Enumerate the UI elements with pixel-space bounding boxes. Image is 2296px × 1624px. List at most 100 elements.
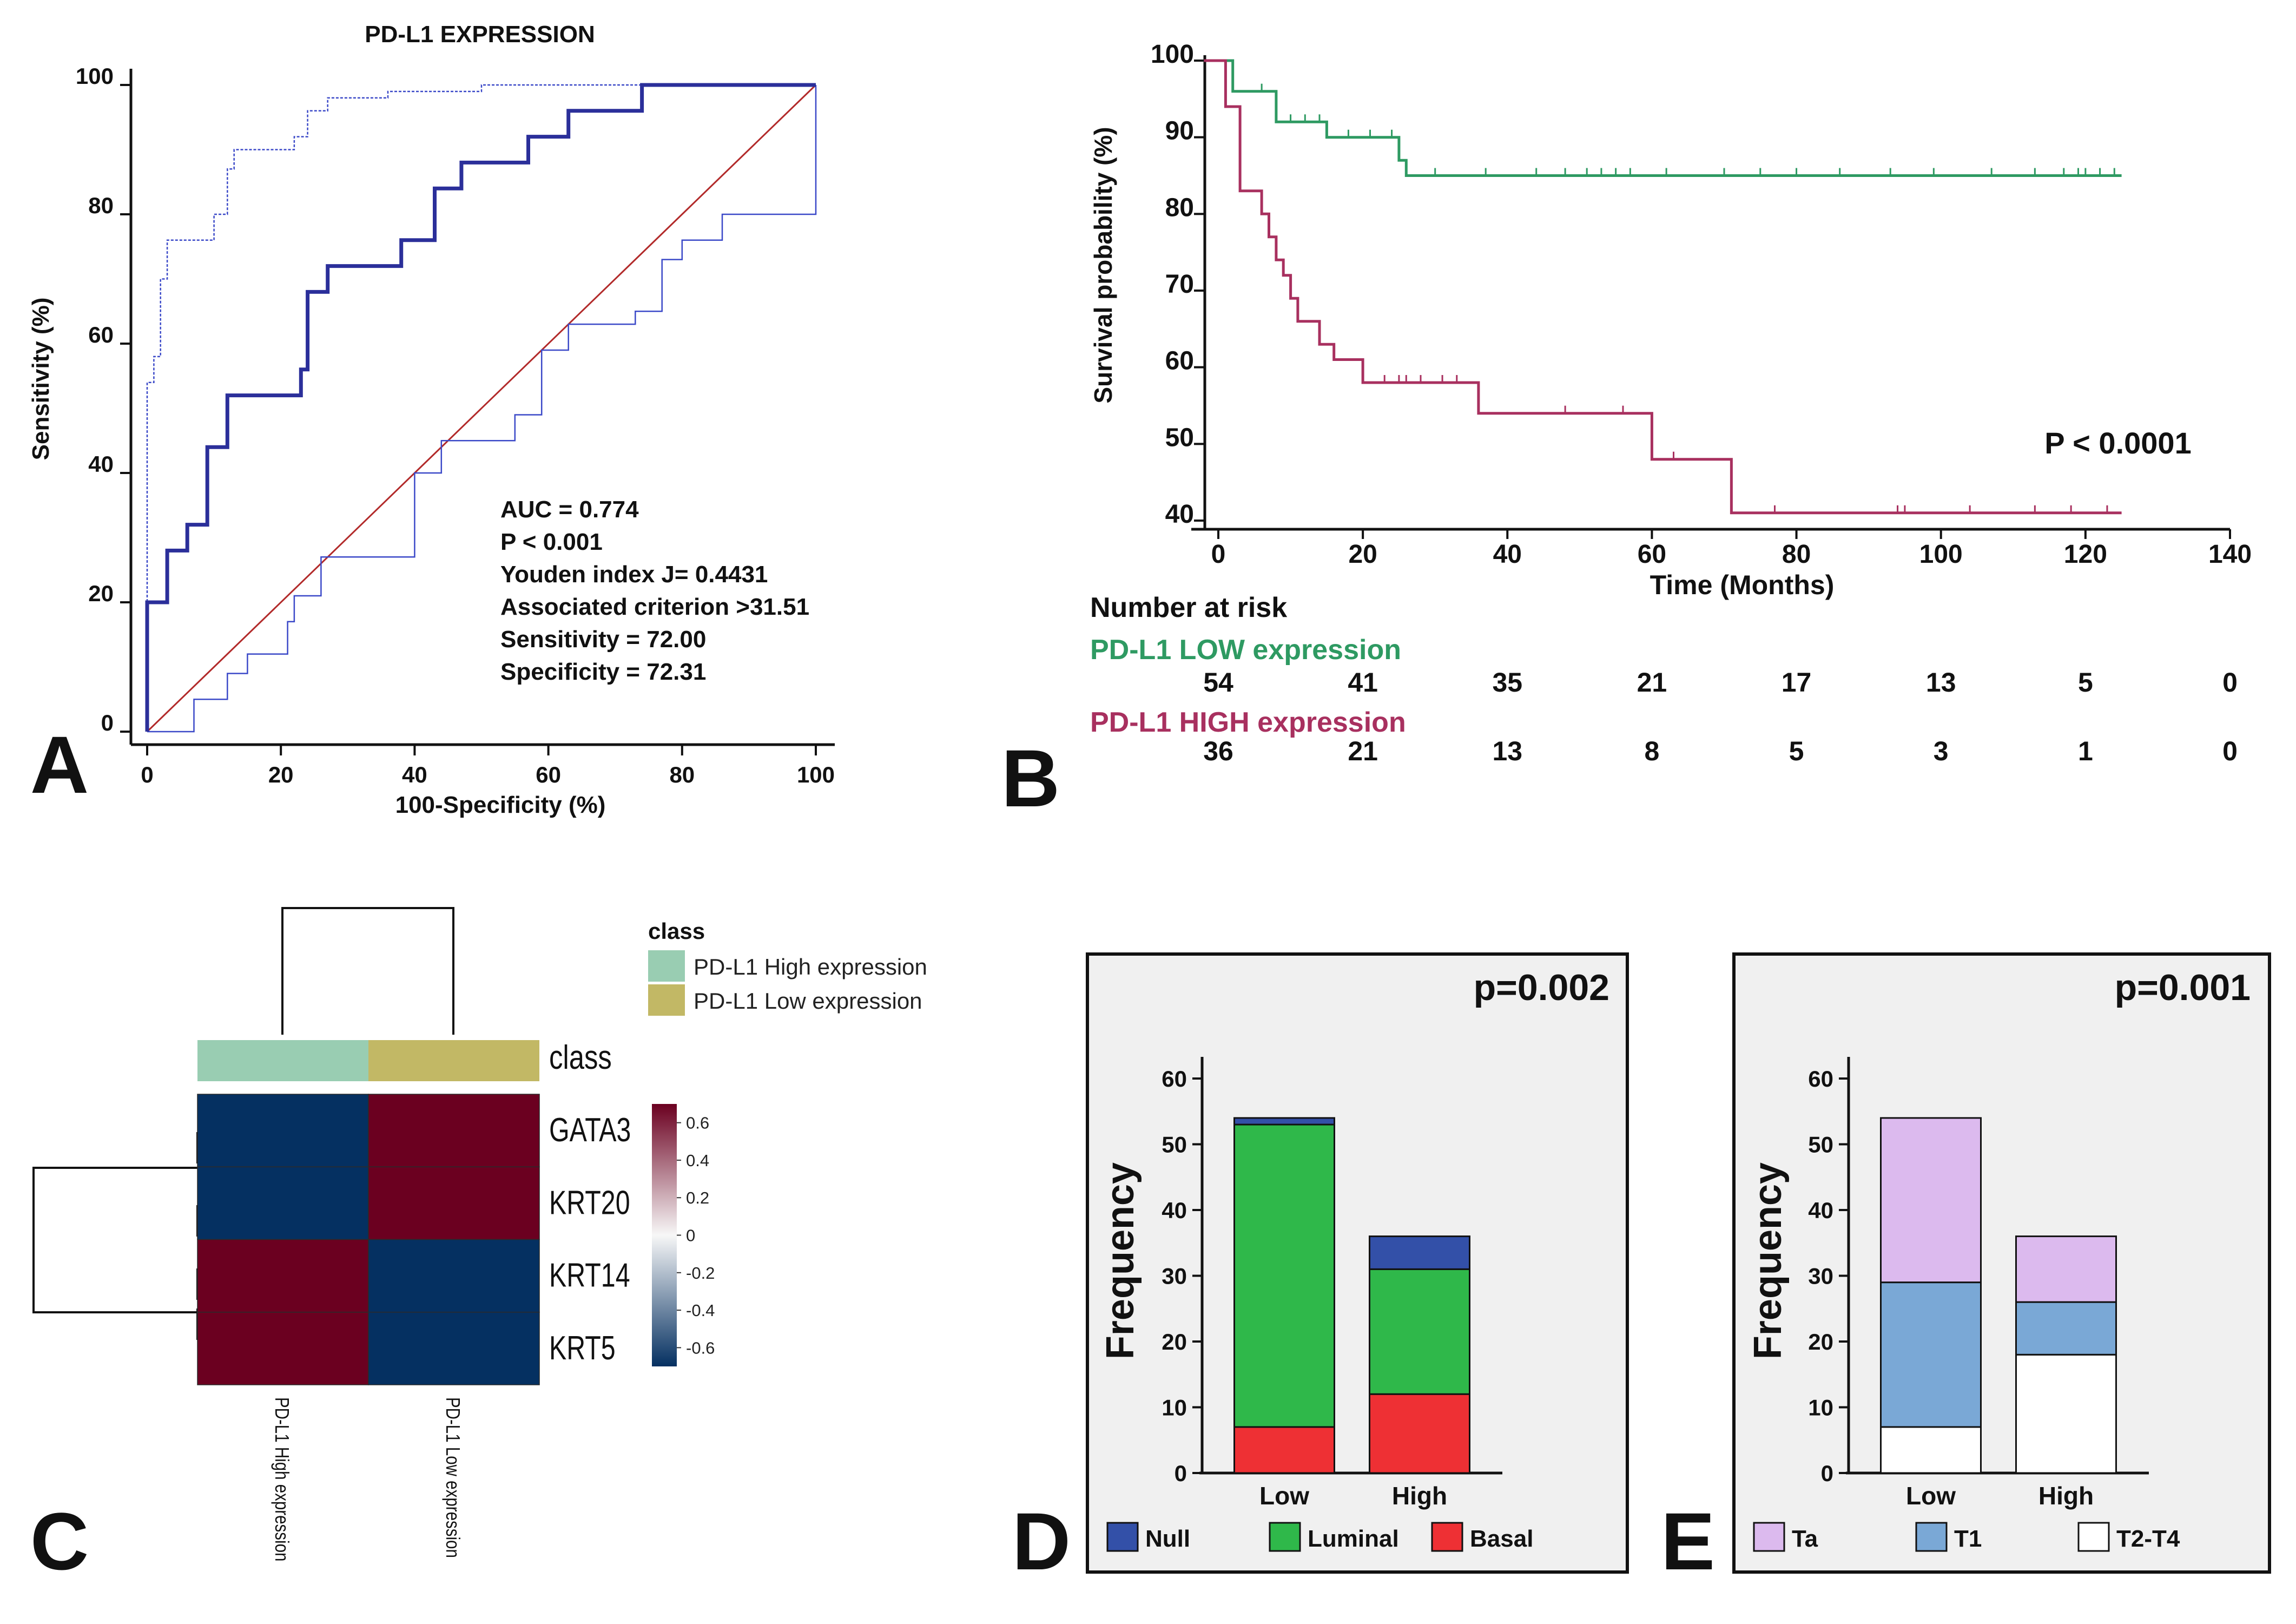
panel-e-legend-swatch [1753,1522,1785,1552]
panel-e-y-tick-label: 50 [1808,1132,1833,1158]
panel-d-legend-swatch [1431,1522,1463,1552]
risk-table-count: 21 [1348,736,1378,766]
panel-b-x-tick-label: 140 [2208,540,2252,569]
heatmap-legend-title: class [648,918,705,944]
panel-a-statistic-line: Youden index J= 0.4431 [500,561,768,588]
heatmap-class-annotation-label: class [549,1039,612,1076]
panel-d-legend-swatch [1106,1522,1139,1552]
panel-b-x-tick-label: 100 [1919,540,1963,569]
panel-b-x-axis-label: Time (Months) [1650,570,1835,600]
panel-b-label: B [1001,733,1060,824]
panel-b-y-tick-label: 70 [1165,270,1194,299]
risk-table-count: 5 [2078,667,2093,698]
colorbar-tick-label: -0.2 [686,1264,715,1283]
roc-upper-ci [146,84,816,732]
panel-a-y-tick-label: 20 [88,581,114,606]
panel-d-y-tick-label: 60 [1162,1066,1187,1092]
km-curve-high [1204,59,2122,515]
risk-table-count: 1 [2078,736,2093,766]
panel-d-legend-label: Basal [1470,1526,1533,1552]
panel-a-y-tick-label: 40 [88,451,114,477]
panel-e-stacked-bar: E p=0.001 Frequency 0 10 20 30 40 50 60 Low High… [1661,952,2271,1587]
panel-b-x-tick-label: 40 [1493,540,1522,569]
column-dendrogram [281,907,454,1035]
panel-a-y-tick-label: 100 [76,63,114,89]
risk-table-title: Number at risk [1090,592,1287,623]
panel-a-statistic-line: Sensitivity = 72.00 [500,626,706,653]
panel-a-y-axis-label: Sensitivity (%) [28,298,54,461]
panel-d-y-tick-label: 20 [1162,1329,1187,1355]
roc-curve [145,83,816,732]
panel-b-x-tick-label: 0 [1211,540,1226,569]
panel-e-category-label: High [2038,1482,2094,1510]
panel-e-bar-ta [1880,1117,1982,1284]
panel-b-x-tick-label: 60 [1638,540,1666,569]
risk-table-count: 5 [1789,736,1804,766]
risk-table-group-low: PD-L1 LOW expression [1090,634,1401,666]
panel-d-y-tick-label: 0 [1175,1461,1187,1486]
panel-d-stacked-bar: D p=0.002 Frequency 0 10 20 30 40 50 60 Low High… [1012,952,1629,1587]
panel-e-y-tick-label: 20 [1808,1329,1833,1355]
panel-a-x-tick-label: 0 [141,762,153,787]
panel-d-bar-null [1369,1235,1470,1270]
heatmap-cell [368,1094,540,1167]
panel-e-y-tick-label: 40 [1808,1198,1833,1223]
panel-a-x-tick-label: 80 [669,762,695,787]
heatmap-cell [197,1166,369,1240]
panel-b-y-axis-label: Survival probability (%) [1089,127,1117,403]
panel-a-x-tick-label: 20 [268,762,294,787]
panel-a-y-tick-label: 60 [88,322,114,347]
panel-a-y-tick-label: 80 [88,193,114,218]
panel-a-x-axis-label: 100-Specificity (%) [395,792,606,818]
panel-e-category-label: Low [1906,1482,1956,1510]
colorbar-tick-label: 0.4 [686,1151,709,1170]
panel-e-bar-t1 [2015,1301,2117,1356]
panel-a-label: A [30,719,89,810]
panel-d-bar-luminal [1369,1268,1470,1395]
colorbar-tick-label: 0 [686,1226,695,1245]
panel-a-x-tick-label: 100 [797,762,835,787]
panel-d-category-label: Low [1259,1482,1309,1510]
colorbar-tick-label: -0.4 [686,1301,715,1320]
panel-a-title: PD-L1 EXPRESSION [365,21,595,48]
panel-b-x-tick-label: 20 [1348,540,1377,569]
panel-b-p-value: P < 0.0001 [2044,426,2191,460]
panel-d-bar-basal [1233,1426,1335,1474]
heatmap-row-label: KRT14 [549,1257,630,1294]
risk-table-count: 54 [1203,667,1233,698]
risk-table-group-high: PD-L1 HIGH expression [1090,707,1406,738]
panel-d-bar-basal [1369,1393,1470,1474]
risk-table-count: 13 [1492,736,1522,766]
panel-b-x-tick-label: 120 [2064,540,2107,569]
panel-d-category-label: High [1392,1482,1447,1510]
panel-d-bar-null [1233,1117,1335,1126]
panel-a-y-tick-label: 0 [101,710,114,735]
heatmap-legend-high-label: PD-L1 High expression [694,954,927,979]
panel-b-y-tick-label: 80 [1165,193,1194,222]
panel-a-statistic-line: Specificity = 72.31 [500,659,706,685]
heatmap-column-label: PD-L1 Low expression [442,1397,464,1558]
risk-table-count: 36 [1203,736,1233,766]
panel-b-y-tick-label: 90 [1165,117,1194,146]
panel-e-label: E [1661,1496,1715,1587]
heatmap-row-label: KRT20 [549,1184,630,1221]
panel-d-legend-label: Null [1145,1526,1190,1552]
risk-table-count: 8 [1645,736,1660,766]
panel-e-bar-t2-t4 [1880,1426,1982,1474]
heatmap-row-label: KRT5 [549,1329,616,1366]
legend-swatch [648,950,685,982]
panel-e-legend-label: Ta [1792,1526,1818,1552]
panel-d-legend-swatch [1269,1522,1301,1552]
panel-e-legend-swatch [1915,1522,1948,1552]
panel-d-y-tick-label: 50 [1162,1132,1187,1158]
panel-e-legend-swatch [2077,1522,2110,1552]
heatmap-cell [197,1239,369,1313]
class-annotation-cell [368,1040,539,1081]
panel-d-y-tick-label: 30 [1162,1264,1187,1289]
panel-a-statistic-line: AUC = 0.774 [500,496,639,523]
panel-b-kaplan-meier: B Time (Months) Survival probability (%)… [1001,40,2252,824]
panel-a-x-tick-label: 60 [536,762,561,787]
panel-e-p-value: p=0.001 [2115,967,2251,1008]
roc-reference-line [146,84,817,733]
